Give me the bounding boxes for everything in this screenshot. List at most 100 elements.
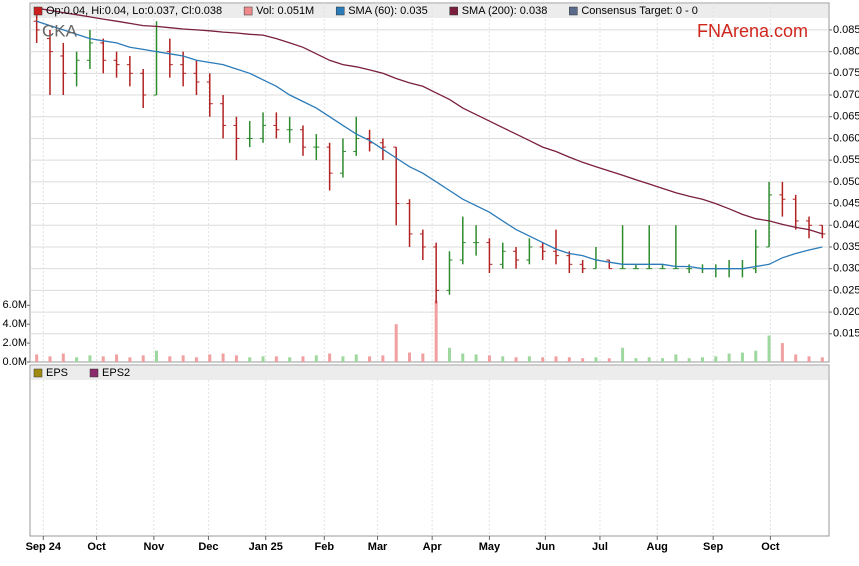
volume-bar	[168, 356, 172, 362]
x-tick-label: Jul	[592, 541, 608, 553]
ticker: CKA	[42, 21, 78, 40]
volume-bar	[514, 357, 518, 362]
volume-bar	[261, 356, 265, 362]
volume-bar	[754, 350, 758, 362]
volume-bar	[714, 356, 718, 362]
volume-bar	[248, 357, 252, 362]
legend-swatch	[33, 368, 43, 378]
volume-bar	[687, 358, 691, 362]
volume	[35, 300, 824, 362]
volume-bar	[181, 355, 185, 362]
vol-tick-label: 0.0M	[3, 356, 27, 368]
volume-bar	[740, 352, 744, 362]
volume-bar	[527, 356, 531, 362]
vol-tick-label: 6.0M	[3, 299, 27, 311]
axes: 0.015 0.020 0.025 0.030 0.035 0.040 0.045 0.050…	[3, 24, 859, 553]
y-tick-label: 0.020	[833, 306, 859, 318]
legend-swatch	[243, 6, 253, 16]
volume-bar	[607, 358, 611, 362]
x-tick-label: Sep 24	[26, 541, 62, 553]
volume-bar	[501, 356, 505, 362]
grid	[30, 3, 829, 536]
brand: FNArena.com	[697, 21, 808, 41]
y-tick-label: 0.030	[833, 263, 859, 275]
volume-bar	[208, 354, 212, 362]
vol-tick-label: 2.0M	[3, 337, 27, 349]
volume-bar	[447, 347, 451, 362]
x-tick-label: Mar	[368, 541, 388, 553]
volume-bar	[354, 354, 358, 362]
x-tick-label: May	[479, 541, 501, 553]
volume-bar	[408, 352, 412, 362]
legend-label: Vol: 0.051M	[256, 5, 314, 17]
y-tick-label: 0.050	[833, 176, 859, 188]
y-tick-label: 0.065	[833, 111, 859, 123]
volume-bar	[234, 355, 238, 362]
x-tick-label: Jan 25	[249, 541, 283, 553]
volume-bar	[487, 355, 491, 362]
y-tick-label: 0.025	[833, 284, 859, 296]
legend-label: EPS2	[102, 367, 130, 379]
legend-swatch	[335, 6, 345, 16]
volume-bar	[88, 355, 92, 362]
vol-tick-label: 4.0M	[3, 318, 27, 330]
volume-bar	[288, 357, 292, 362]
volume-bar	[461, 353, 465, 362]
x-tick-label: Oct	[87, 541, 106, 553]
legend-bar	[31, 4, 828, 18]
volume-bar	[541, 357, 545, 362]
y-tick-label: 0.085	[833, 24, 859, 36]
volume-bar	[115, 354, 119, 362]
legend-swatch	[449, 6, 458, 16]
volume-bar	[341, 356, 345, 362]
sma-lines	[36, 7, 823, 270]
volume-bar	[434, 300, 438, 362]
x-tick-label: Nov	[143, 541, 165, 553]
y-tick-label: 0.075	[833, 67, 859, 79]
volume-bar	[794, 354, 798, 362]
volume-bar	[314, 355, 318, 362]
volume-bar	[647, 357, 651, 362]
legend-swatch	[569, 6, 578, 16]
volume-bar	[594, 357, 598, 362]
volume-bar	[807, 356, 811, 362]
volume-bar	[274, 356, 278, 362]
sma-line	[36, 20, 823, 270]
volume-bar	[101, 356, 105, 362]
volume-bar	[141, 355, 145, 362]
volume-bar	[155, 350, 159, 362]
eps-panel	[29, 364, 830, 537]
x-tick-label: Jun	[536, 541, 556, 553]
volume-bar	[301, 356, 305, 362]
volume-bar	[700, 357, 704, 362]
volume-bar	[48, 356, 52, 362]
y-tick-label: 0.015	[833, 328, 859, 340]
legend-swatch	[89, 368, 99, 378]
volume-bar	[421, 353, 425, 362]
legend-label: Op:0.04, Hi:0.04, Lo:0.037, Cl:0.038	[46, 5, 222, 17]
legend-label: EPS	[46, 367, 68, 379]
x-tick-label: Feb	[315, 541, 335, 553]
y-tick-label: 0.080	[833, 46, 859, 58]
volume-bar	[368, 356, 372, 362]
volume-bar	[381, 355, 385, 362]
volume-bar	[35, 354, 39, 362]
volume-bar	[767, 335, 771, 362]
legend-swatch	[33, 6, 43, 16]
x-tick-label: Aug	[647, 541, 668, 553]
volume-bar	[727, 353, 731, 362]
volume-bar	[328, 353, 332, 362]
y-tick-label: 0.040	[833, 219, 859, 231]
price-bars	[33, 8, 826, 304]
y-tick-label: 0.070	[833, 89, 859, 101]
volume-bar	[394, 324, 398, 362]
volume-bar	[621, 347, 625, 362]
volume-bar	[674, 354, 678, 362]
volume-bar	[634, 358, 638, 362]
legend-label: SMA (60): 0.035	[348, 5, 428, 17]
legend-label: SMA (200): 0.038	[462, 5, 548, 17]
volume-bar	[474, 354, 478, 362]
volume-bar	[61, 353, 65, 362]
legend: EPS EPS2 Op:0.04, Hi:0.04, Lo:0.037, Cl:0.…	[33, 5, 698, 379]
